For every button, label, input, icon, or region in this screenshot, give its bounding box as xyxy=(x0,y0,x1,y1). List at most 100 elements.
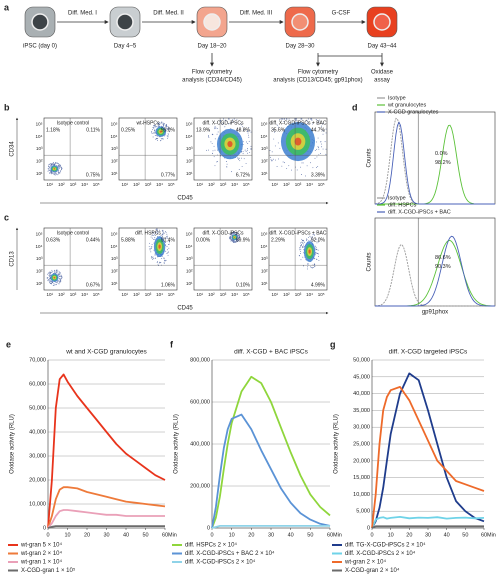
y-tick-label: 10² xyxy=(36,269,43,274)
event-dot xyxy=(151,244,153,246)
density xyxy=(53,276,56,279)
y-tick-label: 10¹ xyxy=(111,281,118,286)
event-dot xyxy=(54,172,56,174)
event-dot xyxy=(154,253,156,255)
x-tick-label: 10³ xyxy=(70,182,77,187)
event-dot xyxy=(152,258,154,260)
event-dot xyxy=(164,259,166,261)
event-dot xyxy=(58,274,60,276)
x-tick-label: 10² xyxy=(133,292,140,297)
event-dot xyxy=(160,234,162,236)
event-dot xyxy=(167,134,169,136)
event-dot xyxy=(54,163,56,165)
event-dot xyxy=(322,148,324,150)
series-line xyxy=(211,525,330,529)
y-tick-label: 10⁵ xyxy=(261,231,268,236)
event-dot xyxy=(212,133,214,135)
panel-label: e xyxy=(6,339,11,349)
event-dot xyxy=(243,158,245,160)
y-tick-label: 10⁴ xyxy=(186,134,193,139)
event-dot xyxy=(212,152,214,154)
event-dot xyxy=(325,148,327,150)
quadrant-percent: 5.88% xyxy=(121,237,136,243)
event-dot xyxy=(51,281,53,283)
y-tick-label: 0 xyxy=(43,525,46,531)
event-dot xyxy=(322,133,324,135)
event-dot xyxy=(48,166,50,168)
y-tick-label: 10,000 xyxy=(353,492,370,498)
legend-label: Isotype xyxy=(388,95,406,101)
event-dot xyxy=(316,242,318,244)
panel-label: c xyxy=(4,212,9,222)
event-dot xyxy=(166,249,168,251)
axis-title: Oxidase activity (RLU) xyxy=(174,414,180,474)
event-dot xyxy=(237,233,239,235)
event-dot xyxy=(317,255,319,257)
analysis-label: Oxidase xyxy=(371,70,394,76)
event-dot xyxy=(59,166,61,168)
event-dot xyxy=(58,271,60,273)
event-dot xyxy=(238,237,240,239)
event-dot xyxy=(165,231,167,233)
event-dot xyxy=(214,165,216,167)
event-dot xyxy=(238,169,240,171)
event-dot xyxy=(165,244,166,246)
event-dot xyxy=(166,233,168,235)
event-dot xyxy=(214,126,216,128)
y-tick-label: 30,000 xyxy=(29,453,46,459)
x-tick-label: 10⁵ xyxy=(243,292,250,297)
event-dot xyxy=(59,170,61,172)
event-dot xyxy=(161,255,163,257)
event-dot xyxy=(301,238,303,240)
event-dot xyxy=(53,270,55,272)
event-dot xyxy=(60,170,62,172)
event-dot xyxy=(59,272,61,274)
event-dot xyxy=(311,236,313,238)
event-dot xyxy=(238,158,239,160)
event-dot xyxy=(237,232,239,234)
event-dot xyxy=(306,119,308,121)
x-tick-label: 60 xyxy=(481,532,487,538)
y-tick-label: 0 xyxy=(367,525,370,531)
series-line xyxy=(47,509,165,529)
quadrant-percent: 0.00% xyxy=(196,237,211,243)
event-dot xyxy=(313,263,315,265)
x-tick-label: 10¹ xyxy=(197,182,204,187)
event-dot xyxy=(150,251,152,253)
y-tick-label: 10¹ xyxy=(111,171,118,176)
event-dot xyxy=(321,146,323,148)
event-dot xyxy=(296,118,298,120)
y-tick-label: 10¹ xyxy=(261,281,268,286)
event-dot xyxy=(54,269,56,271)
axis-title: Min xyxy=(487,532,496,538)
event-dot xyxy=(314,157,316,159)
event-dot xyxy=(149,248,151,250)
event-dot xyxy=(154,125,156,127)
event-dot xyxy=(163,123,165,125)
event-dot xyxy=(242,126,244,128)
event-dot xyxy=(47,280,49,282)
event-dot xyxy=(248,127,250,129)
y-tick-label: 10² xyxy=(261,159,268,164)
event-dot xyxy=(237,157,239,159)
event-dot xyxy=(246,149,248,151)
legend-label: X-CGD-gran 1 × 10⁵ xyxy=(21,567,76,574)
x-tick-label: 10¹ xyxy=(272,182,279,187)
x-tick-label: 10¹ xyxy=(47,292,54,297)
event-dot xyxy=(310,266,312,268)
event-dot xyxy=(247,147,248,149)
event-dot xyxy=(302,243,304,244)
event-dot xyxy=(53,162,54,164)
event-dot xyxy=(295,118,297,120)
event-dot xyxy=(166,127,168,129)
x-tick-label: 10⁴ xyxy=(231,292,238,297)
y-tick-label: 60,000 xyxy=(29,381,46,387)
event-dot xyxy=(158,229,160,231)
density xyxy=(234,236,236,238)
plot-frame xyxy=(374,217,496,307)
event-dot xyxy=(238,234,240,236)
event-dot xyxy=(160,125,162,127)
event-dot xyxy=(306,238,308,240)
event-dot xyxy=(240,124,242,126)
event-dot xyxy=(276,124,278,126)
